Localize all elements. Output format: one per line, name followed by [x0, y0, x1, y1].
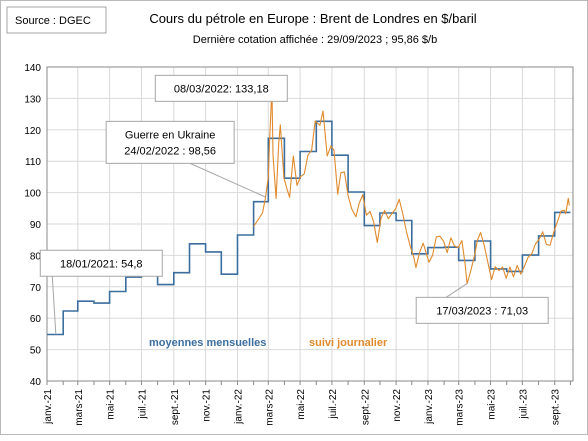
- annotation-leader: [52, 276, 56, 334]
- x-tick-label: janv.-21: [43, 389, 54, 425]
- x-tick-label: nov.-21: [202, 389, 213, 422]
- annotation-leader: [190, 163, 265, 197]
- annotation-text: 17/03/2023 : 71,03: [436, 305, 528, 317]
- y-tick-label: 70: [30, 283, 42, 294]
- x-tick-label: mars-22: [264, 389, 275, 426]
- annotations: 18/01/2021: 54,8 08/03/2022: 133,18 Guerre…: [40, 75, 548, 334]
- x-tick-label: juil.-23: [518, 389, 529, 420]
- legend-monthly: moyennes mensuelles: [149, 337, 266, 349]
- x-tick-label: mai-22: [296, 389, 307, 420]
- y-tick-label: 90: [30, 220, 42, 231]
- chart-subtitle: Dernière cotation affichée : 29/09/2023 …: [193, 34, 437, 46]
- x-tick-label: janv.-22: [233, 389, 244, 425]
- x-tick-label: sept.-23: [551, 389, 562, 426]
- x-tick-label: juil.-21: [137, 389, 148, 420]
- x-tick-label: sept.-21: [170, 389, 181, 426]
- y-tick-label: 50: [30, 346, 42, 357]
- legend-daily: suivi journalier: [309, 337, 388, 349]
- x-tick-label: mars-23: [455, 389, 466, 426]
- annotation-text-line: Guerre en Ukraine: [125, 129, 216, 141]
- x-tick-label: nov.-22: [392, 389, 403, 422]
- x-tick-label: mai-23: [487, 389, 498, 420]
- chart-title: Cours du pétrole en Europe : Brent de Lo…: [149, 11, 476, 26]
- y-tick-label: 130: [24, 94, 41, 105]
- x-tick-label: sept.-22: [360, 389, 371, 426]
- y-tick-label: 60: [30, 314, 42, 325]
- source-label: Source : DGEC: [15, 15, 91, 27]
- annotation-text: 18/01/2021: 54,8: [60, 258, 143, 270]
- grid-lines: [47, 67, 573, 381]
- annotation-text-line: 24/02/2022 : 98,56: [124, 145, 216, 157]
- y-tick-label: 110: [25, 157, 41, 168]
- y-tick-label: 100: [24, 189, 41, 200]
- y-tick-label: 80: [30, 251, 42, 262]
- y-tick-label: 120: [24, 126, 41, 137]
- annotation-leader: [446, 284, 467, 298]
- x-tick-label: mai-21: [106, 389, 117, 420]
- y-tick-label: 140: [24, 63, 41, 74]
- x-tick-label: janv.-23: [424, 389, 435, 425]
- y-tick-label: 40: [30, 377, 42, 388]
- x-tick-label: juil.-22: [328, 389, 339, 420]
- annotation-text: 08/03/2022: 133,18: [174, 83, 269, 95]
- x-tick-label: mars-21: [74, 389, 85, 426]
